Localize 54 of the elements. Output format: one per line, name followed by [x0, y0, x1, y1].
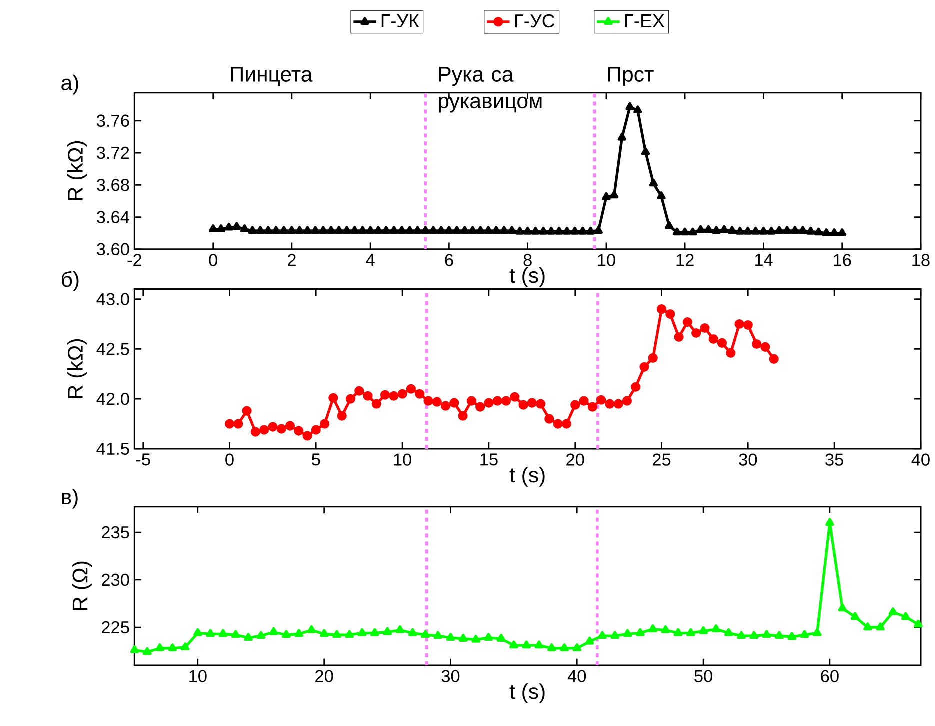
legend-label: Г-УК [382, 14, 420, 28]
y-tick-label: 225 [102, 621, 130, 634]
legend-label: Г-ЕХ [625, 14, 664, 28]
x-tick-label: 35 [826, 454, 844, 466]
y-tick-label: 3.68 [97, 178, 130, 192]
x-tick-label: 0 [209, 254, 218, 266]
y-tick-label: 3.60 [97, 243, 130, 256]
y-axis-title: R (kΩ) [67, 141, 88, 200]
x-tick-label: 20 [316, 670, 334, 682]
text: Пинцета [231, 66, 313, 86]
y-tick-label: 42.0 [96, 392, 130, 406]
x-tick-label: 8 [524, 254, 532, 266]
y-tick-label: 3.72 [97, 146, 130, 159]
y-tick-label: 230 [102, 574, 130, 586]
x-tick-label: -2 [128, 254, 142, 266]
x-tick-label: 5 [312, 454, 320, 466]
y-tick-label: 3.76 [97, 114, 130, 127]
x-tick-label: 10 [598, 254, 616, 266]
x-tick-label: 40 [912, 454, 930, 466]
x-tick-label: -5 [136, 454, 150, 466]
chart-title: б) [62, 271, 79, 292]
x-tick-label: 40 [568, 670, 586, 682]
y-tick-label: 235 [102, 526, 130, 538]
x-tick-label: 16 [834, 254, 852, 266]
annotation: Рука са рукавицом [439, 66, 542, 113]
x-tick-label: 30 [442, 670, 460, 682]
y-tick-label: 43.0 [96, 293, 130, 306]
x-tick-label: 30 [739, 454, 758, 466]
x-tick-label: 60 [821, 670, 839, 682]
y-axis-title: R (kΩ) [67, 339, 88, 398]
x-tick-label: 0 [226, 454, 234, 466]
legend-label: Г-УС [515, 14, 555, 28]
x-tick-label: 2 [288, 254, 296, 266]
y-tick-label: 42.5 [96, 342, 130, 356]
x-tick-label: 18 [912, 254, 930, 266]
y-tick-label: 41.5 [96, 442, 130, 455]
x-tick-label: 20 [566, 454, 584, 466]
y-axis-title: R (Ω) [72, 562, 92, 610]
x-tick-label: 50 [694, 670, 712, 682]
chart-title: а) [62, 74, 78, 95]
x-tick-label: 6 [445, 254, 454, 266]
x-axis-title: t (s) [510, 267, 545, 288]
x-tick-label: 25 [653, 454, 671, 466]
x-tick-label: 10 [190, 670, 207, 682]
x-axis-title: t (s) [510, 683, 545, 704]
x-tick-label: 10 [394, 454, 412, 466]
x-tick-label: 14 [755, 254, 773, 266]
chart-title: в) [62, 488, 78, 509]
x-axis-title: t (s) [510, 466, 545, 487]
x-tick-label: 4 [366, 254, 375, 266]
text: Прст [608, 66, 654, 86]
x-tick-label: 15 [480, 454, 498, 466]
y-tick-label: 3.64 [97, 210, 130, 224]
x-tick-label: 12 [676, 254, 694, 266]
